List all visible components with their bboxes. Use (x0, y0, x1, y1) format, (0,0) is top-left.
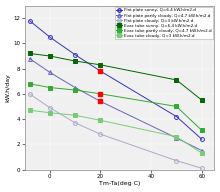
X-axis label: Tm-Ta(deg C): Tm-Ta(deg C) (99, 181, 140, 186)
Y-axis label: kW.h/day: kW.h/day (6, 73, 11, 102)
Legend: Flat plate sunny; Q=6.4 kW.h/m2.d, Flat plate partly cloudy; Q=4.7 kW.h/m2.d, Fl: Flat plate sunny; Q=6.4 kW.h/m2.d, Flat … (115, 7, 213, 39)
